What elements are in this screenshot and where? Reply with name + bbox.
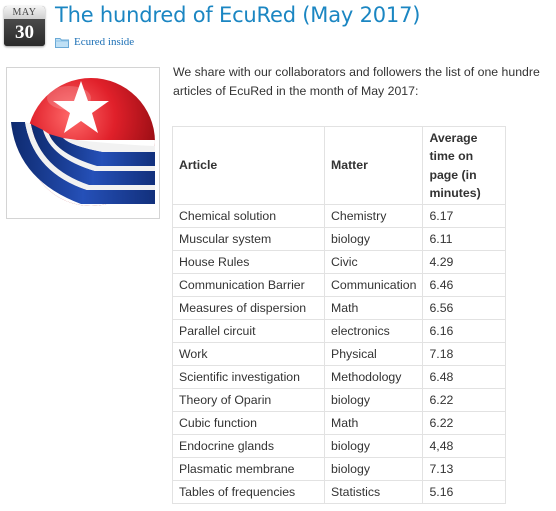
cell-matter: Math (323, 411, 424, 435)
table-row: Parallel circuit electronics 6.16 (172, 319, 507, 343)
cell-time: 6.46 (422, 273, 507, 297)
cell-matter: Chemistry (323, 204, 424, 228)
intro-line-1: We share with our collaborators and foll… (173, 65, 540, 79)
table-row: House Rules Civic 4.29 (172, 250, 507, 274)
cell-matter: Civic (323, 250, 424, 274)
cell-time: 6.11 (422, 227, 507, 251)
post-thumbnail[interactable] (6, 67, 160, 219)
table-row: Measures of dispersion Math 6.56 (172, 296, 507, 320)
cell-article: Muscular system (172, 227, 325, 251)
cell-matter: Physical (323, 342, 424, 366)
table-row: Tables of frequencies Statistics 5.16 (172, 480, 507, 504)
cell-article: Theory of Oparin (172, 388, 325, 412)
folder-icon (55, 37, 69, 48)
cell-article: Scientific investigation (172, 365, 325, 389)
cell-time: 4.29 (422, 250, 507, 274)
cell-time: 7.18 (422, 342, 507, 366)
cell-matter: biology (323, 388, 424, 412)
post-category: Ecured inside (55, 36, 134, 48)
ecured-logo (11, 78, 155, 206)
cell-matter: biology (323, 434, 424, 458)
cell-article: Measures of dispersion (172, 296, 325, 320)
cell-matter: Math (323, 296, 424, 320)
cell-article: Cubic function (172, 411, 325, 435)
cell-matter: biology (323, 457, 424, 481)
cell-time: 5.16 (422, 480, 507, 504)
post-intro: We share with our collaborators and foll… (173, 63, 556, 101)
date-day: 30 (4, 19, 45, 46)
cell-article: Work (172, 342, 325, 366)
cell-time: 6.17 (422, 204, 507, 228)
table-row: Muscular system biology 6.11 (172, 227, 507, 251)
intro-line-2: articles of EcuRed in the month of May 2… (173, 84, 419, 98)
table-row: Scientific investigation Methodology 6.4… (172, 365, 507, 389)
cell-time: 4,48 (422, 434, 507, 458)
post-title[interactable]: The hundred of EcuRed (May 2017) (55, 3, 421, 27)
table-row: Plasmatic membrane biology 7.13 (172, 457, 507, 481)
date-month: MAY (4, 6, 45, 19)
table-row: Work Physical 7.18 (172, 342, 507, 366)
cell-article: Parallel circuit (172, 319, 325, 343)
cell-matter: Statistics (323, 480, 424, 504)
cell-matter: Methodology (323, 365, 424, 389)
table-row: Theory of Oparin biology 6.22 (172, 388, 507, 412)
cell-time: 6.56 (422, 296, 507, 320)
cell-matter: biology (323, 227, 424, 251)
cell-time: 6.22 (422, 388, 507, 412)
cell-article: Communication Barrier (172, 273, 325, 297)
cell-article: Tables of frequencies (172, 480, 325, 504)
table-row: Endocrine glands biology 4,48 (172, 434, 507, 458)
header-average-time: Average time on page (in minutes) (422, 126, 507, 205)
cell-time: 6.16 (422, 319, 507, 343)
table-row: Chemical solution Chemistry 6.17 (172, 204, 507, 228)
cell-matter: electronics (323, 319, 424, 343)
header-article: Article (172, 126, 325, 205)
cell-time: 6.22 (422, 411, 507, 435)
cell-article: House Rules (172, 250, 325, 274)
articles-table: Article Matter Average time on page (in … (172, 126, 507, 504)
cell-time: 7.13 (422, 457, 507, 481)
category-link[interactable]: Ecured inside (74, 36, 135, 48)
cell-matter: Communication (323, 273, 424, 297)
table-header-row: Article Matter Average time on page (in … (172, 126, 507, 205)
cell-time: 6.48 (422, 365, 507, 389)
table-row: Cubic function Math 6.22 (172, 411, 507, 435)
header-matter: Matter (323, 126, 424, 205)
cell-article: Endocrine glands (172, 434, 325, 458)
cell-article: Plasmatic membrane (172, 457, 325, 481)
date-badge: MAY 30 (4, 6, 45, 46)
cell-article: Chemical solution (172, 204, 325, 228)
table-row: Communication Barrier Communication 6.46 (172, 273, 507, 297)
